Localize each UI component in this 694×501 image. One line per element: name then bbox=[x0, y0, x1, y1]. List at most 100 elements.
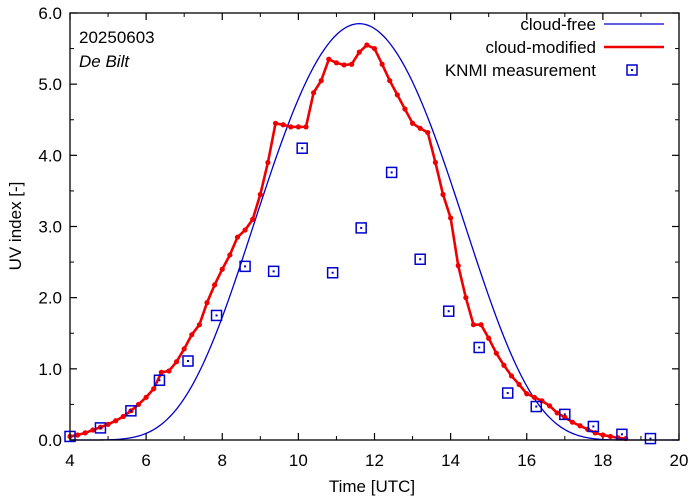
cloud-modified-point bbox=[120, 413, 126, 420]
knmi-measurement-square bbox=[182, 355, 194, 367]
cloud-modified-point bbox=[425, 129, 431, 136]
knmi-measurement-point bbox=[153, 374, 166, 386]
knmi-measurement-dot bbox=[360, 226, 363, 229]
cloud-modified-point bbox=[219, 266, 225, 272]
knmi-measurement-point bbox=[559, 408, 571, 421]
cloud-modified-point bbox=[486, 335, 492, 341]
cloud-modified-point bbox=[196, 322, 203, 328]
cloud-modified-point bbox=[212, 282, 218, 288]
knmi-measurement-square bbox=[501, 387, 514, 399]
cloud-modified-point bbox=[189, 332, 195, 338]
legend-label-cloud-free: cloud-free bbox=[520, 15, 596, 34]
knmi-measurement-point bbox=[644, 432, 657, 445]
legend-label-knmi-measurement: KNMI measurement bbox=[445, 61, 596, 80]
knmi-measurement-dot bbox=[186, 360, 189, 363]
knmi-measurement-square bbox=[210, 309, 223, 322]
y-tick-labels: 0.0 1.0 2.0 3.0 4.0 5.0 6.0 bbox=[38, 4, 62, 450]
x-tick-label: 4 bbox=[65, 451, 74, 470]
knmi-measurement-dot bbox=[478, 346, 481, 349]
x-tick-label: 18 bbox=[593, 451, 612, 470]
knmi-measurement-dot bbox=[535, 405, 538, 408]
knmi-measurement-square bbox=[239, 260, 251, 273]
cloud-modified-point bbox=[463, 295, 469, 301]
cloud-modified-point bbox=[349, 61, 355, 67]
cloud-modified-point bbox=[341, 62, 347, 68]
knmi-measurement-point bbox=[385, 166, 398, 179]
cloud-modified-point bbox=[356, 49, 362, 55]
knmi-measurement-square bbox=[616, 428, 628, 441]
cloud-modified-point bbox=[562, 414, 568, 420]
knmi-measurement-point bbox=[501, 387, 514, 399]
knmi-measurement-point bbox=[414, 253, 426, 265]
knmi-measurement-square bbox=[385, 166, 398, 179]
cloud-modified-point bbox=[493, 350, 499, 356]
y-tick-label: 0.0 bbox=[38, 431, 62, 450]
x-tick-label: 12 bbox=[365, 451, 384, 470]
knmi-measurement-point bbox=[267, 265, 280, 278]
station-label: De Bilt bbox=[79, 52, 130, 71]
knmi-measurement-point bbox=[473, 341, 485, 354]
knmi-measurement-point bbox=[182, 355, 194, 367]
x-tick-label: 16 bbox=[517, 451, 536, 470]
knmi-measurement-square bbox=[153, 374, 166, 386]
cloud-modified-point bbox=[554, 410, 560, 416]
knmi-measurement-point bbox=[94, 422, 107, 434]
knmi-measurement-point bbox=[326, 267, 339, 279]
x-tick-label: 10 bbox=[289, 451, 308, 470]
cloud-modified-point bbox=[333, 60, 340, 66]
cloud-modified-point bbox=[90, 427, 96, 433]
knmi-measurement-square bbox=[414, 253, 426, 265]
cloud-modified-point bbox=[113, 418, 119, 424]
cloud-modified-point bbox=[394, 92, 400, 98]
cloud-modified-point bbox=[546, 403, 553, 409]
knmi-measurement-square bbox=[326, 267, 339, 279]
knmi-measurement-square bbox=[94, 422, 107, 434]
knmi-measurement-point bbox=[442, 305, 455, 317]
cloud-modified-point bbox=[143, 394, 149, 400]
cloud-modified-point bbox=[135, 401, 142, 408]
knmi-measurement-square bbox=[267, 265, 280, 278]
knmi-measurement-square bbox=[296, 142, 308, 154]
cloud-modified-point bbox=[531, 394, 537, 400]
knmi-measurement-dot bbox=[301, 147, 304, 150]
cloud-modified-point bbox=[166, 368, 172, 374]
legend-item-cloud-free: cloud-free bbox=[520, 15, 664, 34]
cloud-modified-point bbox=[402, 106, 408, 112]
cloud-modified-point bbox=[280, 122, 286, 128]
y-tick-label: 6.0 bbox=[38, 4, 62, 23]
knmi-measurement-square bbox=[644, 432, 657, 445]
knmi-measurement-square bbox=[559, 408, 571, 421]
cloud-modified-point bbox=[501, 362, 507, 368]
legend-item-knmi-measurement: KNMI measurement bbox=[445, 61, 638, 80]
knmi-measurement-dot bbox=[331, 271, 334, 274]
cloud-modified-point bbox=[295, 124, 301, 130]
cloud-modified-point bbox=[257, 191, 263, 198]
y-tick-label: 5.0 bbox=[38, 75, 62, 94]
x-axis-title: Time [UTC] bbox=[329, 477, 415, 496]
legend-item-cloud-modified: cloud-modified bbox=[485, 38, 664, 57]
cloud-modified-point bbox=[303, 124, 309, 130]
cloud-modified-point bbox=[234, 234, 241, 240]
y-axis-title: UV index [-] bbox=[6, 182, 25, 271]
cloud-modified-point bbox=[607, 433, 614, 440]
cloud-modified-point bbox=[204, 300, 210, 306]
cloud-modified-point bbox=[181, 346, 187, 352]
knmi-measurement-point bbox=[125, 405, 137, 417]
knmi-measurement-dot bbox=[129, 409, 132, 412]
y-tick-label: 2.0 bbox=[38, 289, 62, 308]
cloud-modified-point bbox=[409, 120, 416, 126]
cloud-modified-point bbox=[82, 430, 88, 436]
date-label: 20250603 bbox=[79, 28, 155, 47]
cloud-modified-point bbox=[242, 227, 248, 233]
cloud-modified-point bbox=[600, 432, 606, 438]
cloud-modified-point bbox=[455, 263, 461, 269]
knmi-measurement-point bbox=[587, 420, 600, 433]
cloud-modified-point bbox=[508, 373, 515, 379]
cloud-modified-point bbox=[524, 391, 530, 397]
y-tick-label: 4.0 bbox=[38, 146, 62, 165]
knmi-measurement-square bbox=[530, 400, 543, 413]
knmi-measurement-square bbox=[587, 420, 600, 433]
cloud-modified-point bbox=[440, 191, 446, 198]
cloud-modified-point bbox=[432, 159, 438, 166]
knmi-measurement-dot bbox=[447, 310, 450, 313]
